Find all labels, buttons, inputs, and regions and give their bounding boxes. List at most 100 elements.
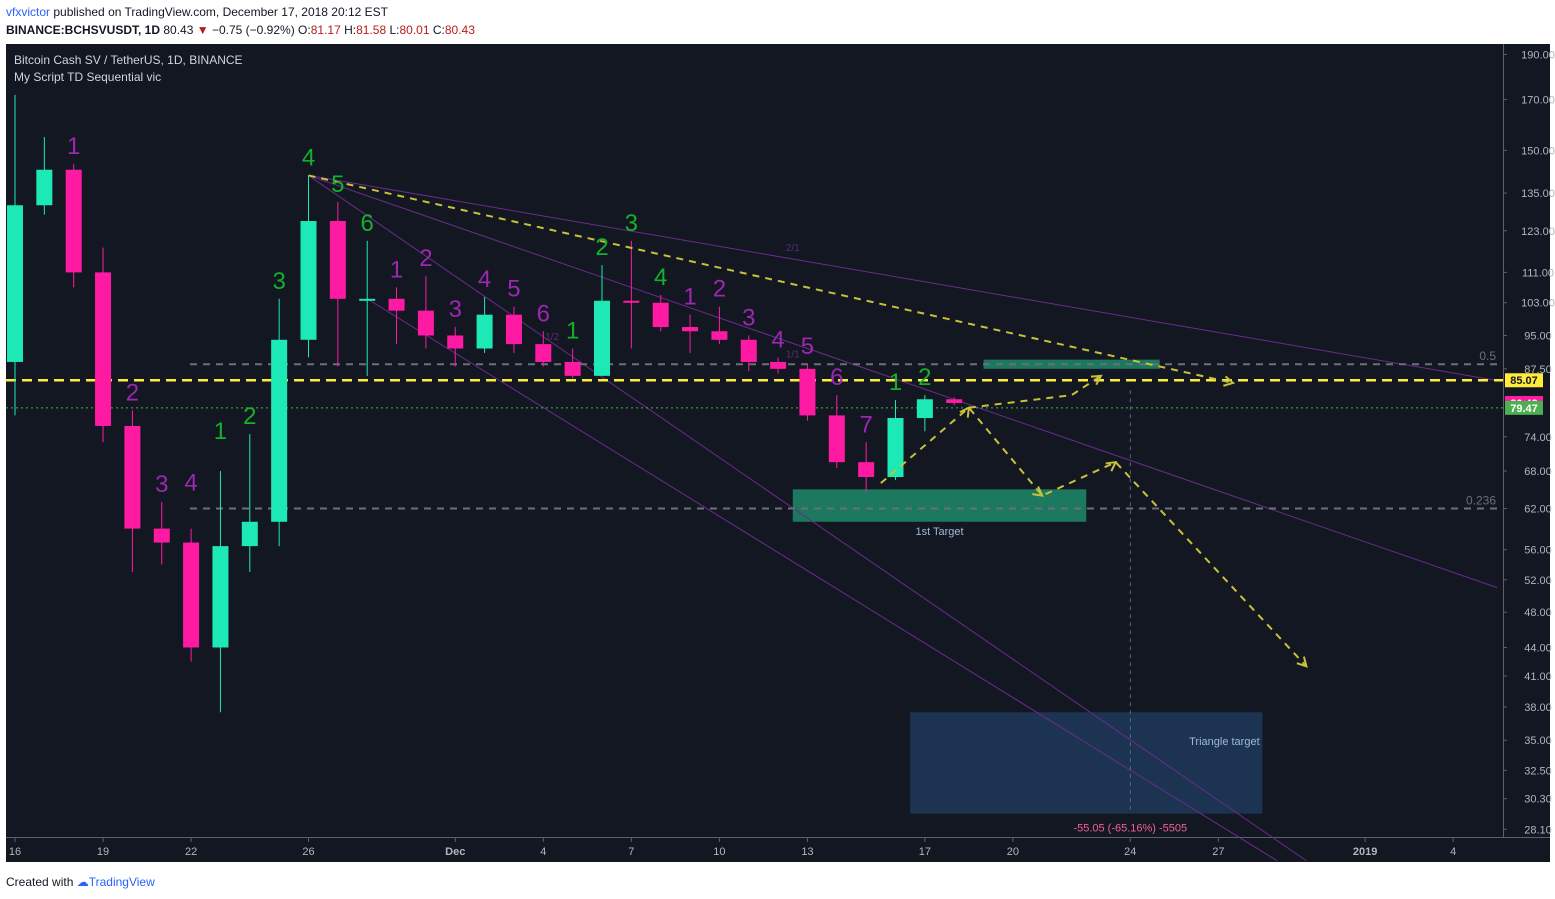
plot-background xyxy=(6,44,1550,862)
price-tag xyxy=(1505,373,1543,388)
low-label: L: xyxy=(389,23,400,37)
candle-body xyxy=(447,335,464,349)
td-count-label: 1 xyxy=(566,318,579,345)
td-count-label: 1 xyxy=(889,369,902,396)
x-tick-label: 16 xyxy=(9,846,21,858)
price-change: −0.75 (−0.92%) xyxy=(211,23,295,37)
y-tick-label: 30.30 xyxy=(1524,794,1552,806)
price-axis[interactable]: 190.00 170.00 150.00 135.00 123.00 111.00 103.… xyxy=(1503,50,1555,837)
candle-body xyxy=(417,310,434,336)
target-zone xyxy=(983,359,1160,369)
td-count-label: 4 xyxy=(771,326,784,353)
author-link[interactable]: vfxvictor xyxy=(6,5,51,19)
fan-label: 1/2 xyxy=(545,332,559,343)
x-tick-label: Dec xyxy=(445,846,465,858)
td-count-label: 4 xyxy=(184,470,197,497)
candle-body xyxy=(183,542,200,648)
td-count-label: 2 xyxy=(419,245,432,272)
arrow-head xyxy=(1223,375,1236,387)
x-tick-label: 10 xyxy=(713,846,725,858)
td-count-label: 2 xyxy=(918,364,931,391)
x-tick-label: 26 xyxy=(302,846,314,858)
price-tag-label: 79.47 xyxy=(1510,403,1538,415)
td-count-label: 3 xyxy=(625,210,638,237)
fib-label: 0.5 xyxy=(1479,349,1496,363)
footer: Created with ☁TradingView xyxy=(0,870,1555,899)
symbol-line: BINANCE:BCHSVUSDT, 1D 80.43 ▼ −0.75 (−0.… xyxy=(6,23,475,37)
horizontal-levels: 0.5 0.236 -55.05 (-65.16%) -5505 xyxy=(6,349,1503,835)
candle-body xyxy=(95,272,112,426)
td-count-label: 5 xyxy=(507,276,520,303)
price-tags: 85.0780.4379.47 xyxy=(1505,373,1543,415)
low-value: 80.01 xyxy=(399,23,430,37)
x-tick-label: 24 xyxy=(1124,846,1136,858)
tradingview-brand[interactable]: TradingView xyxy=(88,875,155,889)
x-tick-label: 4 xyxy=(540,846,546,858)
candle-body xyxy=(271,339,288,522)
y-tick-label: 150.00 xyxy=(1521,145,1555,157)
td-count-label: 3 xyxy=(449,296,462,323)
candle-body xyxy=(153,528,170,543)
y-tick-label: 38.00 xyxy=(1524,702,1552,714)
trend-line xyxy=(308,174,1498,589)
candle-body xyxy=(682,327,699,332)
candle-body xyxy=(535,344,552,362)
published-text: published on TradingView.com, December 1… xyxy=(53,5,389,19)
created-with-text: Created with xyxy=(6,875,74,889)
arrow-head xyxy=(1032,486,1044,497)
candle-body xyxy=(36,169,53,206)
candle-body xyxy=(241,521,258,547)
x-tick-label: 4 xyxy=(1450,846,1456,858)
td-count-label: 1 xyxy=(214,418,227,445)
y-tick-label: 74.00 xyxy=(1524,432,1552,444)
candle-body xyxy=(476,314,493,349)
y-tick-label: 52.00 xyxy=(1524,575,1552,587)
candle-body xyxy=(858,462,875,478)
candle-body xyxy=(711,331,728,340)
trend-line xyxy=(366,298,1278,862)
td-count-label: 5 xyxy=(331,171,344,198)
candle-body xyxy=(652,302,669,328)
y-tick-label: 111.00 xyxy=(1522,267,1554,279)
fib-label: 0.236 xyxy=(1466,493,1496,507)
price-tag xyxy=(1505,400,1543,415)
candle-body xyxy=(329,221,346,299)
zone-label: 1st Target xyxy=(915,526,963,538)
td-count-label: 4 xyxy=(654,264,667,291)
arrow-head xyxy=(959,405,971,418)
x-tick-label: 17 xyxy=(919,846,931,858)
y-tick-label: 32.50 xyxy=(1524,765,1552,777)
candle-body xyxy=(124,425,141,529)
y-tick-label: 68.00 xyxy=(1524,466,1552,478)
projection-paths xyxy=(308,174,1308,668)
y-tick-label: 48.00 xyxy=(1524,607,1552,619)
candle-body xyxy=(887,418,904,478)
candle-body xyxy=(300,221,317,340)
price-tag-label: 85.07 xyxy=(1510,375,1538,387)
candle-body xyxy=(740,339,757,362)
fan-label: 2/1 xyxy=(786,243,800,254)
td-count-label: 6 xyxy=(361,210,374,237)
y-tick-label: 56.00 xyxy=(1524,545,1552,557)
td-count-label: 3 xyxy=(742,304,755,331)
time-axis[interactable]: 16 19 22 26 Dec 4 7 10 13 17 20 24 27 2019 4 xyxy=(9,838,1456,858)
td-count-label: 4 xyxy=(478,266,491,293)
projection-path xyxy=(880,406,1308,668)
td-count-label: 2 xyxy=(126,379,139,406)
tradingview-logo-icon: ☁ xyxy=(76,875,89,889)
trend-lines: 2/1 1/2 1/1 xyxy=(308,174,1498,862)
candle-body xyxy=(212,546,229,648)
td-count-label: 2 xyxy=(595,234,608,261)
close-value: 80.43 xyxy=(444,23,475,37)
x-tick-label: 22 xyxy=(185,846,197,858)
x-tick-label: 27 xyxy=(1212,846,1224,858)
last-price: 80.43 xyxy=(163,23,194,37)
y-tick-label: 123.00 xyxy=(1521,226,1555,238)
arrow-head xyxy=(1296,656,1308,668)
td-count-label: 7 xyxy=(859,411,872,438)
y-tick-label: 103.00 xyxy=(1521,298,1555,310)
y-tick-label: 95.00 xyxy=(1524,330,1552,342)
candle-body xyxy=(828,415,845,463)
